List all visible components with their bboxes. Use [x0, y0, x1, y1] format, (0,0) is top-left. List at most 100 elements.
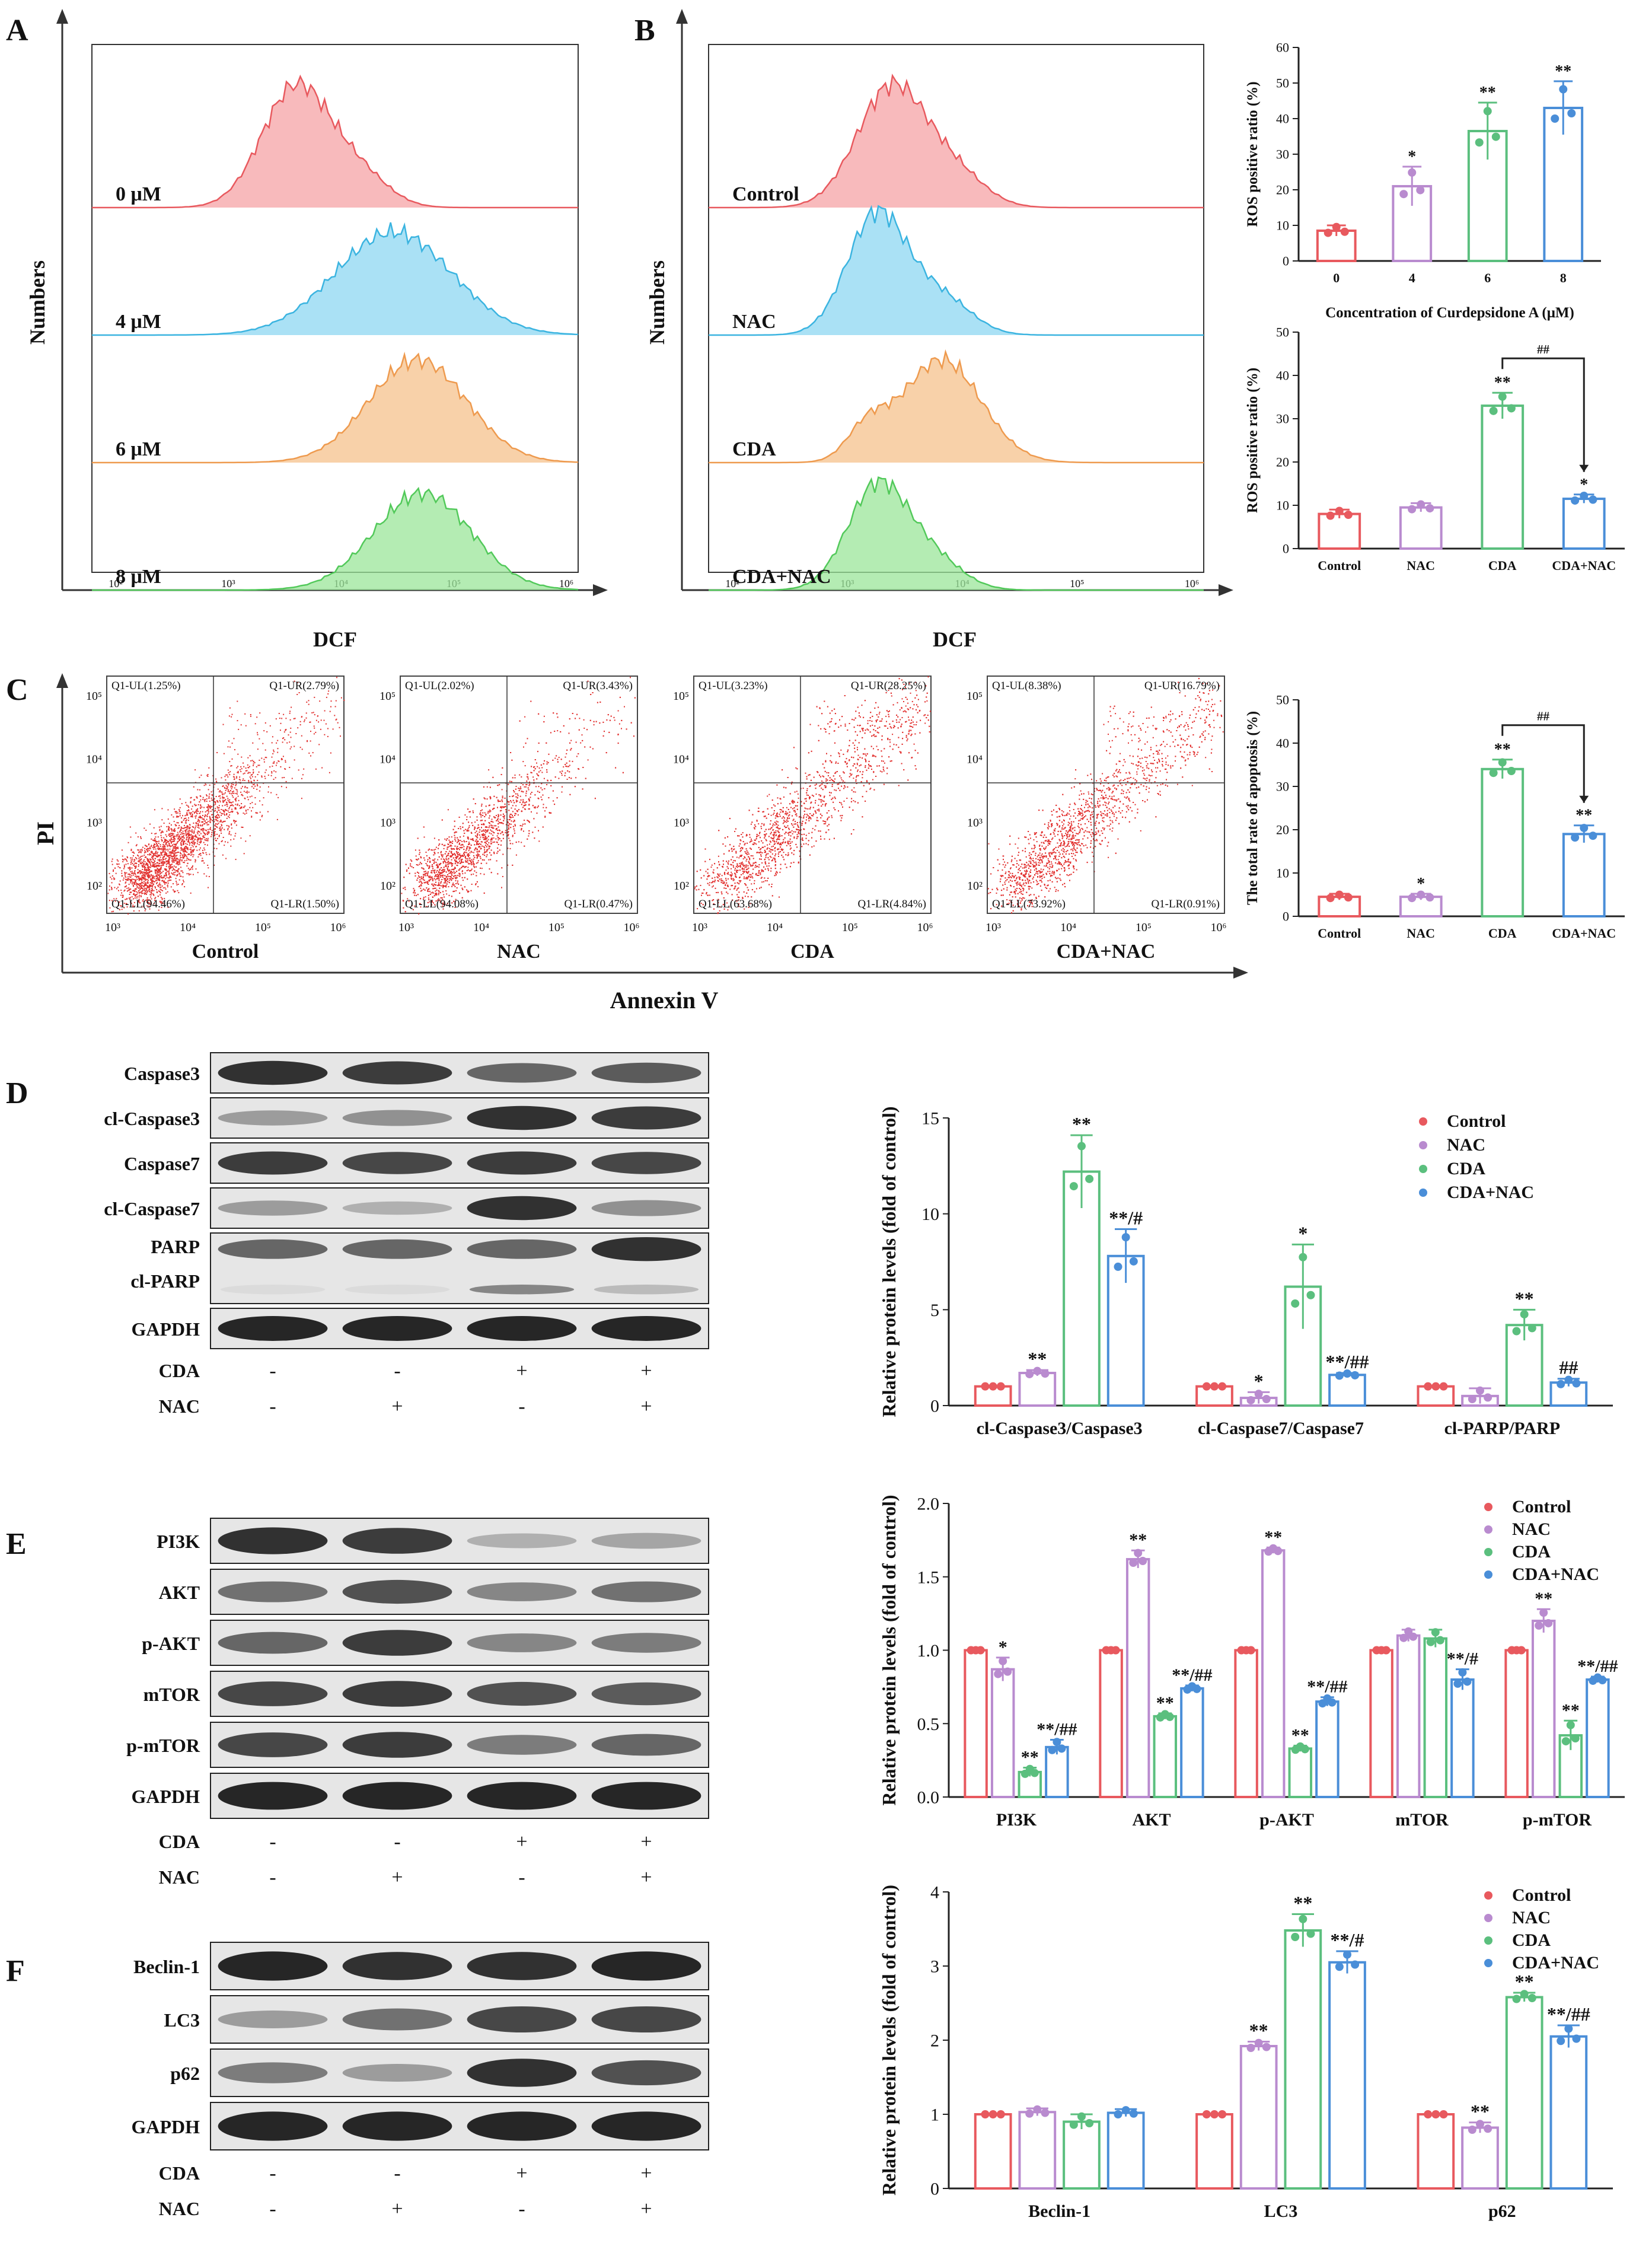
flow-event-dot [505, 831, 506, 833]
flow-event-dot [463, 865, 464, 867]
flow-event-dot [186, 858, 188, 859]
flow-event-dot [233, 820, 235, 822]
flow-event-dot [190, 830, 192, 832]
flow-event-dot [150, 865, 152, 866]
flow-event-dot [472, 839, 474, 840]
flow-event-dot [420, 898, 422, 900]
flow-event-dot [339, 727, 340, 728]
flow-event-dot [168, 839, 170, 841]
flow-event-dot [452, 853, 454, 855]
flow-event-dot [169, 864, 171, 865]
flow-event-dot [452, 878, 454, 880]
flow-event-dot [520, 788, 522, 789]
flow-event-dot [176, 870, 178, 872]
flow-event-dot [519, 795, 521, 797]
flow-event-dot [427, 906, 429, 907]
flow-event-dot [221, 840, 223, 842]
flow-event-dot [147, 850, 149, 852]
flow-event-dot [517, 814, 519, 816]
flow-event-dot [485, 845, 486, 846]
flow-event-dot [237, 811, 238, 813]
flow-event-dot [547, 780, 548, 782]
flow-event-dot [418, 872, 419, 874]
flow-event-dot [224, 776, 226, 778]
histogram-label: 8 μM [116, 566, 161, 588]
flow-event-dot [152, 865, 154, 867]
flow-event-dot [509, 815, 511, 817]
flow-event-dot [174, 830, 176, 831]
flow-event-dot [493, 804, 495, 806]
flow-event-dot [152, 881, 154, 882]
flow-event-dot [187, 853, 189, 855]
flow-event-dot [135, 881, 136, 883]
flow-event-dot [228, 817, 230, 818]
flow-event-dot [541, 767, 543, 769]
flow-event-dot [480, 816, 482, 818]
flow-x-tick: 10³ [105, 921, 120, 934]
flow-event-dot [140, 849, 141, 851]
flow-event-dot [232, 784, 234, 785]
flow-event-dot [203, 831, 205, 833]
flow-event-dot [161, 889, 162, 891]
flow-event-dot [557, 716, 559, 718]
flow-event-dot [166, 840, 168, 842]
flow-event-dot [524, 808, 525, 810]
flow-event-dot [157, 846, 159, 848]
flow-event-dot [177, 871, 179, 872]
flow-event-dot [557, 759, 559, 760]
flow-event-dot [155, 866, 157, 868]
flow-event-dot [181, 817, 183, 819]
flow-event-dot [146, 846, 148, 848]
flow-event-dot [485, 838, 487, 840]
flow-y-arrowhead [56, 673, 68, 688]
flow-event-dot [310, 721, 311, 723]
flow-event-dot [236, 767, 238, 769]
flow-event-dot [307, 740, 308, 741]
flow-event-dot [154, 843, 155, 845]
flow-event-dot [206, 795, 208, 796]
flow-event-dot [492, 776, 494, 778]
flow-event-dot [221, 809, 222, 810]
flow-event-dot [140, 878, 142, 880]
flow-event-dot [485, 814, 487, 816]
flow-event-dot [227, 810, 229, 812]
flow-event-dot [272, 736, 273, 738]
flow-event-dot [157, 848, 159, 850]
flow-event-dot [244, 813, 245, 815]
flow-event-dot [429, 901, 430, 903]
flow-event-dot [116, 888, 117, 890]
flow-event-dot [533, 766, 534, 768]
flow-event-dot [127, 880, 129, 881]
flow-event-dot [221, 791, 223, 793]
flow-event-dot [490, 843, 492, 845]
flow-event-dot [207, 839, 209, 841]
flow-event-dot [155, 880, 157, 881]
flow-event-dot [540, 764, 542, 766]
flow-event-dot [231, 713, 233, 715]
flow-event-dot [216, 752, 218, 753]
flow-event-dot [174, 890, 176, 892]
flow-event-dot [454, 875, 456, 877]
flow-event-dot [476, 851, 478, 853]
flow-event-dot [522, 801, 524, 802]
flow-event-dot [123, 859, 125, 861]
flow-event-dot [245, 840, 247, 842]
flow-event-dot [432, 849, 433, 851]
flow-event-dot [179, 875, 181, 877]
flow-event-dot [152, 853, 154, 854]
flow-event-dot [288, 734, 289, 736]
flow-event-dot [158, 884, 160, 885]
flow-event-dot [477, 854, 479, 856]
flow-event-dot [282, 738, 283, 740]
flow-event-dot [423, 877, 424, 879]
flow-event-dot [161, 866, 162, 868]
flow-event-dot [413, 890, 415, 892]
flow-event-dot [481, 859, 483, 861]
flow-event-dot [163, 862, 165, 864]
flow-event-dot [146, 899, 148, 900]
flow-event-dot [270, 775, 272, 776]
flow-event-dot [156, 843, 158, 845]
flow-event-dot [146, 897, 148, 899]
flow-event-dot [494, 817, 496, 818]
flow-event-dot [187, 830, 189, 832]
